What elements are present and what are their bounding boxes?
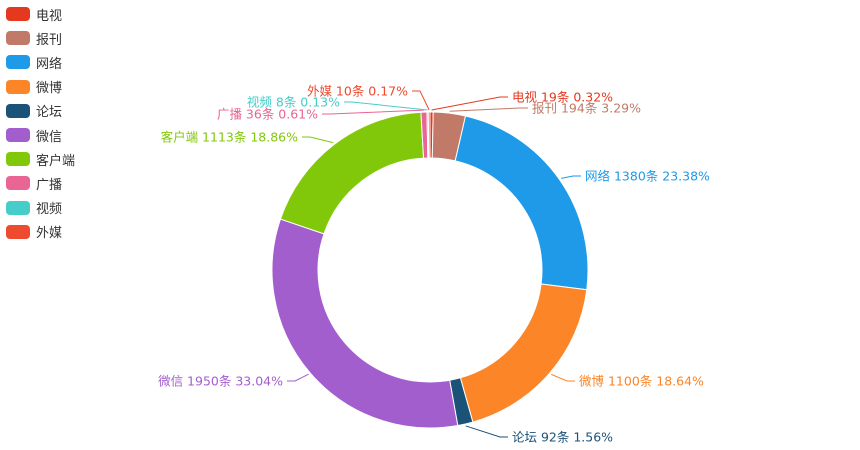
slice-2[interactable] [454, 115, 589, 291]
slice-3[interactable] [459, 283, 588, 423]
legend-label: 电视 [36, 8, 63, 24]
label-line-4 [465, 425, 508, 438]
label-line-6 [302, 136, 334, 144]
legend-label: 网络 [36, 56, 63, 72]
data-label-8: 视频 8条 0.13% [247, 95, 340, 110]
legend-item-9[interactable]: 外媒 [6, 220, 75, 244]
data-label-1: 报刊 194条 3.29% [532, 101, 641, 116]
data-label-3: 微博 1100条 18.64% [579, 374, 704, 389]
legend-swatch [6, 176, 30, 191]
legend-item-4[interactable]: 论坛 [6, 99, 75, 123]
legend-swatch [6, 200, 30, 215]
data-label-0: 电视 19条 0.32% [512, 90, 613, 105]
label-line-5 [287, 373, 309, 382]
legend-item-3[interactable]: 微博 [6, 75, 75, 99]
legend-label: 视频 [36, 202, 63, 218]
data-label-6: 客户端 1113条 18.86% [161, 130, 299, 145]
data-label-5: 微信 1950条 33.04% [158, 374, 283, 389]
label-line-3 [551, 373, 575, 382]
data-label-4: 论坛 92条 1.56% [512, 430, 613, 445]
legend-label: 报刊 [36, 32, 63, 48]
legend-item-8[interactable]: 视频 [6, 196, 75, 220]
slice-5[interactable] [271, 218, 459, 429]
legend-item-5[interactable]: 微信 [6, 123, 75, 147]
legend-label: 外媒 [36, 226, 63, 242]
legend-label: 微博 [36, 81, 63, 97]
legend-item-7[interactable]: 广播 [6, 171, 75, 195]
legend-swatch [6, 103, 30, 118]
data-label-2: 网络 1380条 23.38% [585, 169, 710, 184]
label-line-2 [561, 175, 581, 179]
legend-item-6[interactable]: 客户端 [6, 147, 75, 171]
data-label-7: 广播 36条 0.61% [217, 107, 318, 122]
slice-9[interactable] [427, 111, 431, 159]
label-line-0 [431, 96, 508, 111]
data-label-9: 外媒 10条 0.17% [307, 84, 408, 99]
legend-label: 论坛 [36, 105, 63, 121]
legend-label: 客户端 [36, 153, 76, 169]
label-line-8 [344, 101, 428, 111]
legend-swatch [6, 224, 30, 239]
legend-label: 广播 [36, 177, 63, 193]
label-line-1 [449, 107, 528, 112]
legend-item-1[interactable]: 报刊 [6, 26, 75, 50]
legend-swatch [6, 55, 30, 70]
legend-swatch [6, 152, 30, 167]
legend-swatch [6, 7, 30, 22]
legend-item-0[interactable]: 电视 [6, 2, 75, 26]
legend-swatch [6, 79, 30, 94]
legend-swatch [6, 31, 30, 46]
legend-label: 微信 [36, 129, 63, 145]
slice-6[interactable] [279, 111, 425, 235]
legend-item-2[interactable]: 网络 [6, 50, 75, 74]
label-line-7 [322, 109, 424, 115]
legend-swatch [6, 128, 30, 143]
label-line-9 [412, 90, 430, 111]
legend: 电视报刊网络微博论坛微信客户端广播视频外媒 [6, 2, 75, 244]
